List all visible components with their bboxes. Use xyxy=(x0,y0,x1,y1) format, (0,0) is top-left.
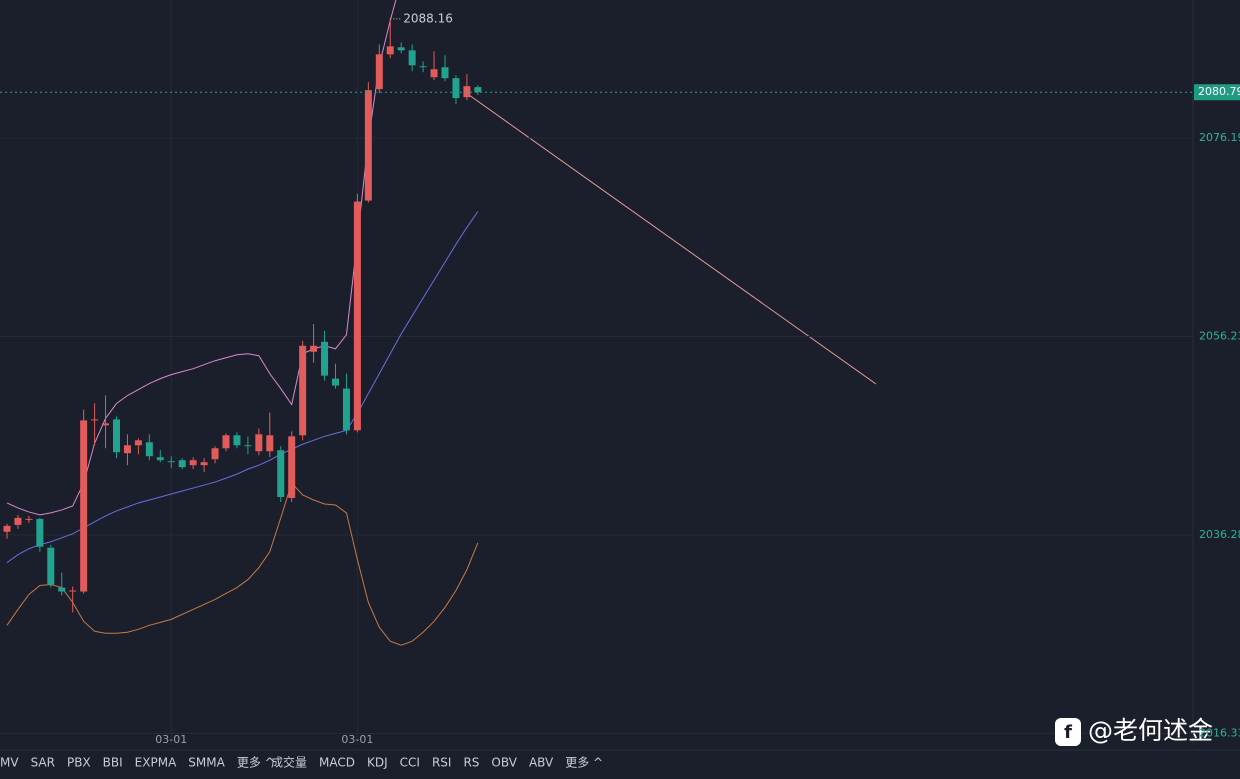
candle-body xyxy=(266,435,274,452)
last-price-box xyxy=(1194,84,1240,101)
high-label: 2088.16 xyxy=(403,11,453,25)
candle-body xyxy=(189,460,197,466)
toolbar-item[interactable]: MACD xyxy=(319,756,355,770)
toolbar-item[interactable]: ABV xyxy=(529,756,554,770)
toolbar-item[interactable]: PBX xyxy=(67,756,91,770)
candle-body xyxy=(134,440,142,446)
x-tick-label: 03-01 xyxy=(155,733,187,746)
toolbar-item[interactable]: SAR xyxy=(31,756,55,770)
toolbar-item[interactable]: KDJ xyxy=(367,756,388,770)
candle-body xyxy=(288,436,296,498)
candle-body xyxy=(178,460,186,468)
candle-body xyxy=(277,450,285,497)
candle-body xyxy=(364,90,372,201)
candle-body xyxy=(441,67,449,79)
y-tick-label: 2016.33 xyxy=(1199,726,1240,739)
candle-body xyxy=(69,590,77,592)
toolbar-item[interactable]: CCI xyxy=(400,756,420,770)
toolbar-item[interactable]: OBV xyxy=(491,756,517,770)
candle-body xyxy=(113,419,120,453)
candle-body xyxy=(58,587,66,592)
candle-body xyxy=(233,435,241,446)
candle-body xyxy=(25,518,33,520)
band-line xyxy=(6,482,479,646)
toolbar-item[interactable]: EXPMA xyxy=(135,756,177,770)
toolbar-item[interactable]: 更多 ^ xyxy=(237,756,275,770)
x-tick-label: 03-01 xyxy=(341,733,373,746)
toolbar-item[interactable]: MV xyxy=(0,756,19,770)
candle-body xyxy=(332,378,339,386)
toolbar-item[interactable]: SMMA xyxy=(188,756,225,770)
candle-body xyxy=(419,66,427,68)
candle-body xyxy=(102,423,110,426)
y-tick-label: 2036.28 xyxy=(1199,528,1240,541)
candle-body xyxy=(397,47,405,51)
candle-body xyxy=(255,434,263,452)
candle-body xyxy=(36,518,44,547)
watermark-icon-glyph: f xyxy=(1064,722,1072,743)
candle-body xyxy=(145,442,153,457)
candle-body xyxy=(321,341,329,376)
candle-body xyxy=(353,201,361,431)
band-line xyxy=(6,211,479,564)
candle-body xyxy=(408,50,416,66)
toolbar-item[interactable]: BBI xyxy=(103,756,123,770)
toolbar-item[interactable]: RS xyxy=(463,756,479,770)
candle-body xyxy=(342,388,350,431)
last-price-label: 2080.79 xyxy=(1198,85,1240,98)
watermark-text: @老何述金 xyxy=(1088,716,1213,745)
watermark: f @老何述金 xyxy=(1055,716,1213,746)
candle-body xyxy=(91,419,99,421)
candle-body xyxy=(156,457,164,461)
watermark-icon xyxy=(1055,718,1081,746)
candle-body xyxy=(47,547,55,585)
candle-body xyxy=(299,345,307,436)
candle-body xyxy=(14,517,22,525)
candle-body xyxy=(310,345,318,352)
candle-body xyxy=(211,448,219,460)
candle-body xyxy=(430,69,438,78)
candle-body xyxy=(463,86,471,98)
candle-body xyxy=(80,420,88,592)
candle-body xyxy=(123,445,131,454)
candle-body xyxy=(222,435,230,449)
candle-body xyxy=(386,46,394,55)
y-tick-label: 2056.23 xyxy=(1199,330,1240,343)
candle-body xyxy=(474,87,482,93)
toolbar-item[interactable]: RSI xyxy=(432,756,452,770)
candle-body xyxy=(452,78,460,99)
candle-body xyxy=(167,461,175,463)
candle-body xyxy=(3,525,11,532)
toolbar-item[interactable]: 成交量 xyxy=(271,755,307,770)
candle-body xyxy=(375,54,383,90)
candle-body xyxy=(244,445,252,447)
band-line xyxy=(6,0,397,516)
trend-line xyxy=(468,94,877,385)
y-tick-label: 2076.19 xyxy=(1199,131,1240,144)
toolbar-item[interactable]: 更多 ^ xyxy=(565,756,603,770)
candle-body xyxy=(200,462,208,466)
